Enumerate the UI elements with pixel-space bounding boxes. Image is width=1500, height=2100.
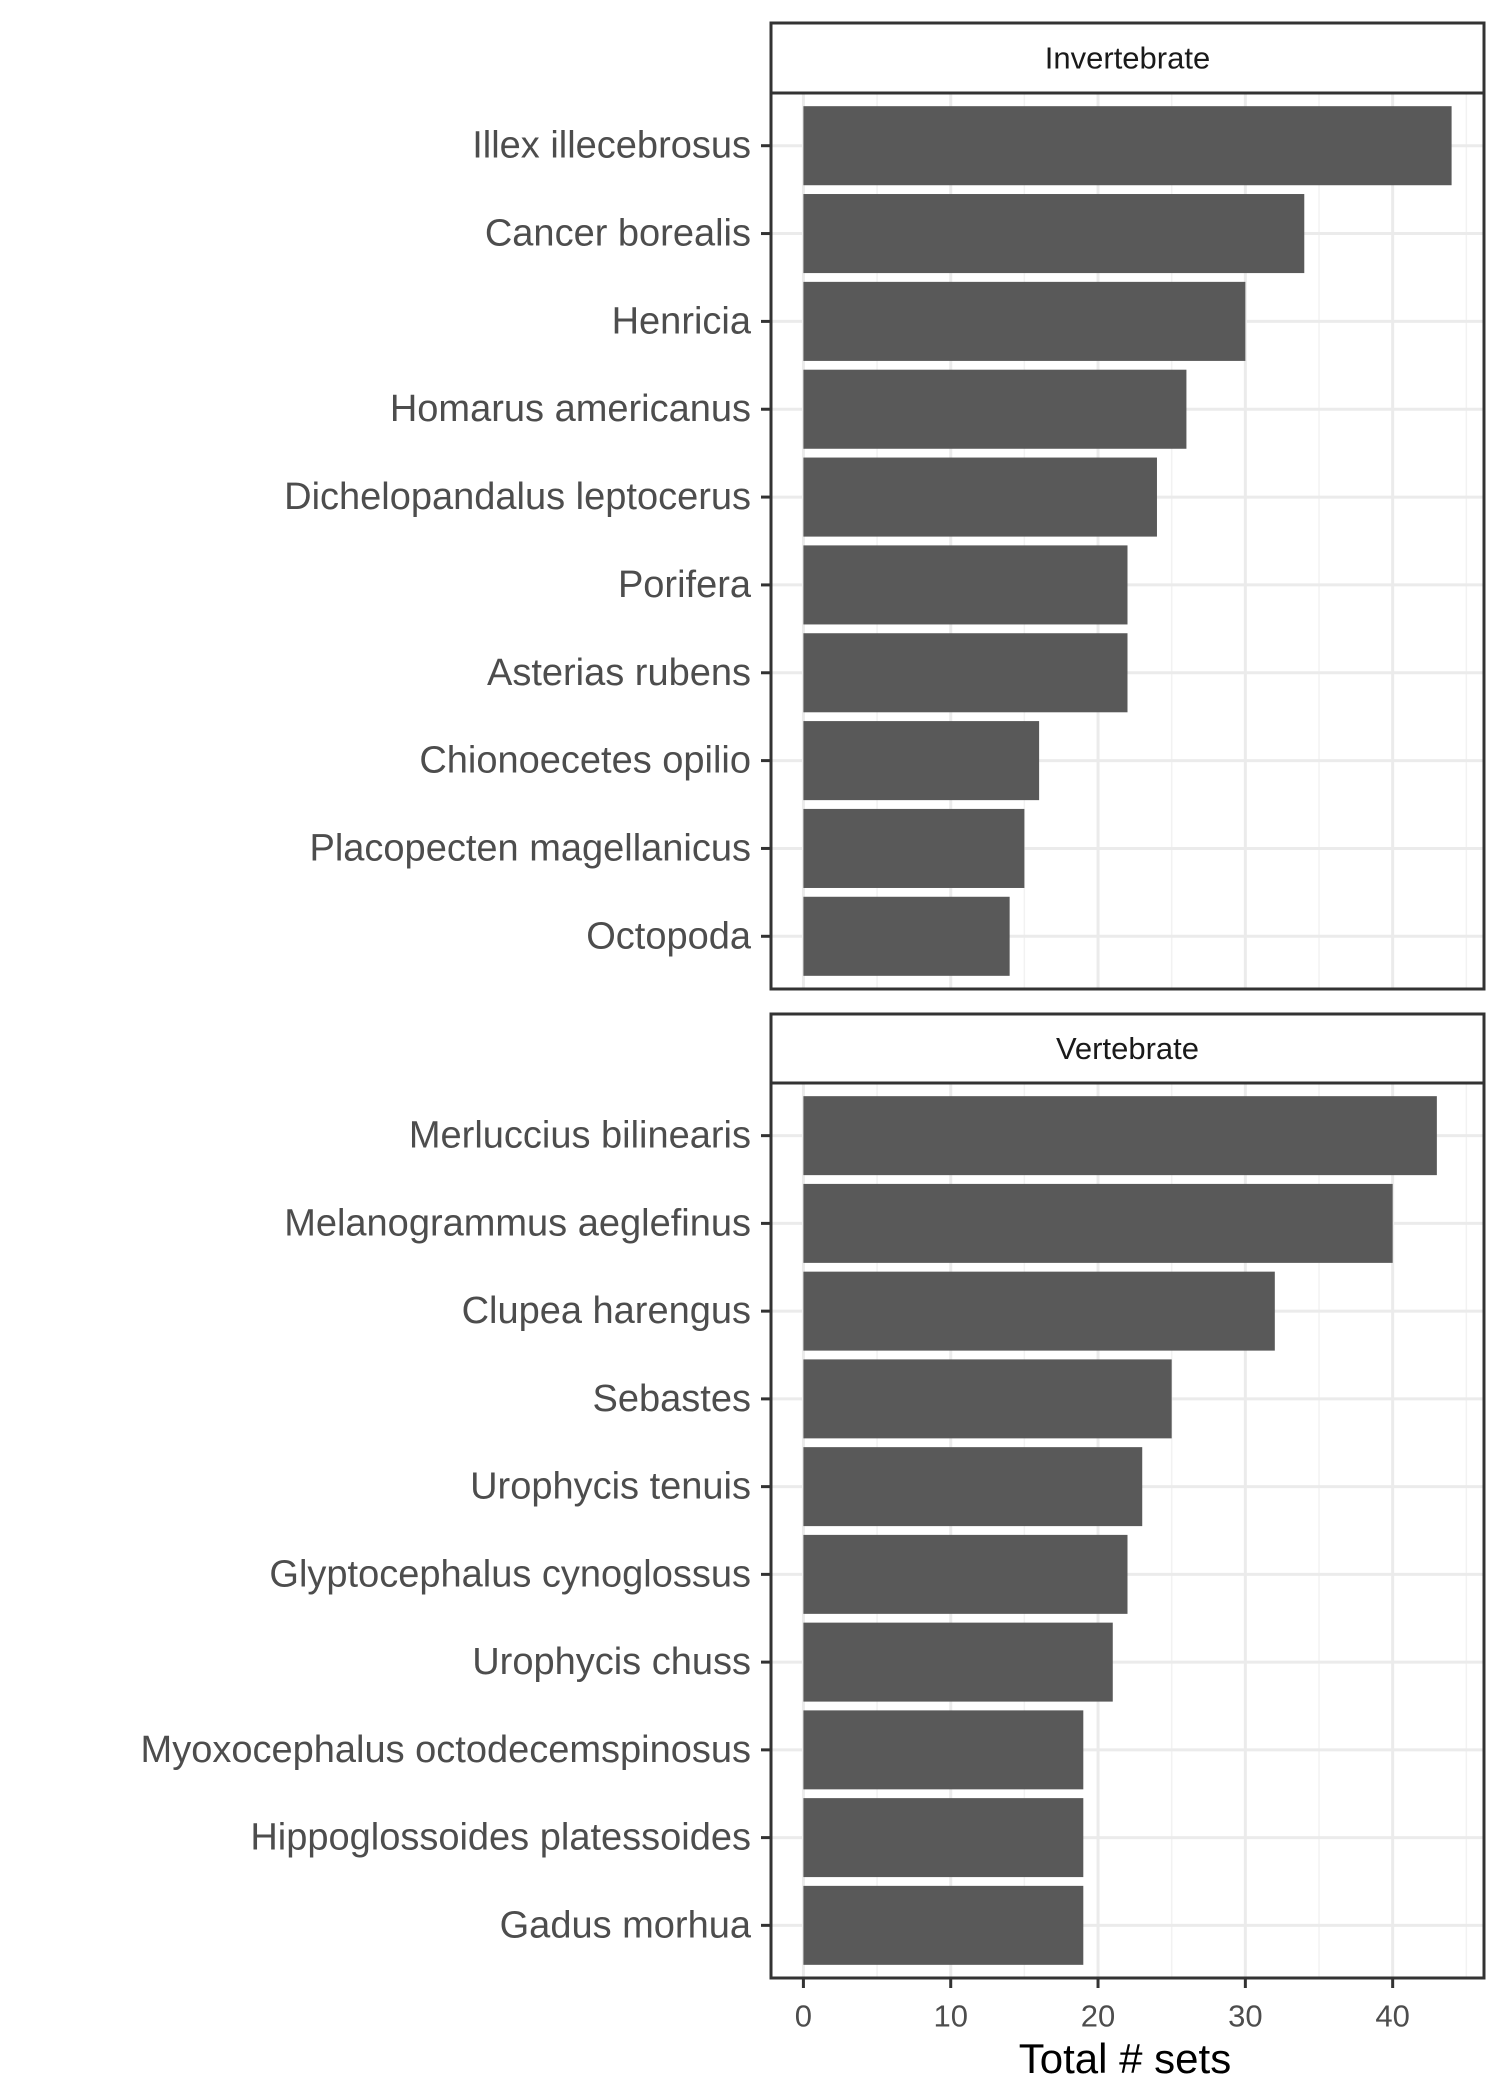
bar [803,1447,1143,1527]
facet-invertebrate: Illex illecebrosus Cancer borealis Henrici… [284,21,1486,991]
category-label: Porifera [618,564,752,606]
x-tick-label: 30 [1228,1999,1262,2034]
category-label: Cancer borealis [485,213,751,255]
bar [803,1885,1084,1965]
bar [803,721,1040,801]
category-label: Dichelopandalus leptocerus [284,476,751,518]
x-axis-title: Total # sets [1019,2035,1231,2082]
category-label: Glyptocephalus cynoglossus [269,1553,751,1595]
category-label: Octopoda [586,915,752,957]
x-tick-label: 0 [795,1999,812,2034]
bar [803,545,1128,625]
facet-strip [769,21,1486,95]
bar [803,1622,1113,1702]
facet-strip [769,1012,1486,1085]
category-label: Urophycis tenuis [470,1466,751,1508]
x-tick-label: 20 [1081,1999,1115,2034]
category-label: Clupea harengus [462,1290,751,1332]
facet-panels: Illex illecebrosus Cancer borealis Henrici… [141,21,1486,1980]
x-axis: 0 10 20 30 40 [795,1978,1410,2034]
facet-strip-label: Vertebrate [1056,1031,1199,1066]
bar [803,1271,1275,1351]
bar [803,633,1128,713]
bar [803,457,1157,537]
x-tick-label: 10 [933,1999,967,2034]
bar [803,1096,1437,1176]
bar [803,1183,1393,1263]
category-label: Chionoecetes opilio [419,740,751,782]
x-tick-label: 40 [1375,1999,1409,2034]
category-label: Melanogrammus aeglefinus [284,1202,751,1244]
facet-strip-label: Invertebrate [1045,41,1210,76]
category-label: Urophycis chuss [472,1641,751,1683]
bar [803,1359,1172,1439]
category-label: Hippoglossoides platessoides [250,1817,751,1859]
bar [803,1710,1084,1790]
category-label: Homarus americanus [390,388,751,430]
bar [803,194,1305,274]
category-label: Gadus morhua [500,1904,752,1946]
category-label: Illex illecebrosus [472,125,751,167]
bar [803,369,1187,449]
bar [803,896,1010,976]
category-label: Myoxocephalus octodecemspinosus [141,1729,751,1771]
bar [803,106,1452,186]
category-label: Merluccius bilinearis [409,1115,751,1157]
category-label: Placopecten magellanicus [310,827,752,869]
bar [803,1798,1084,1878]
category-label: Asterias rubens [487,652,751,694]
bar [803,281,1246,361]
category-label: Henricia [612,300,752,342]
bar [803,808,1025,888]
category-label: Sebastes [593,1378,751,1420]
facet-vertebrate: Merluccius bilinearis Melanogrammus aegle… [141,1012,1486,1980]
bar [803,1534,1128,1614]
